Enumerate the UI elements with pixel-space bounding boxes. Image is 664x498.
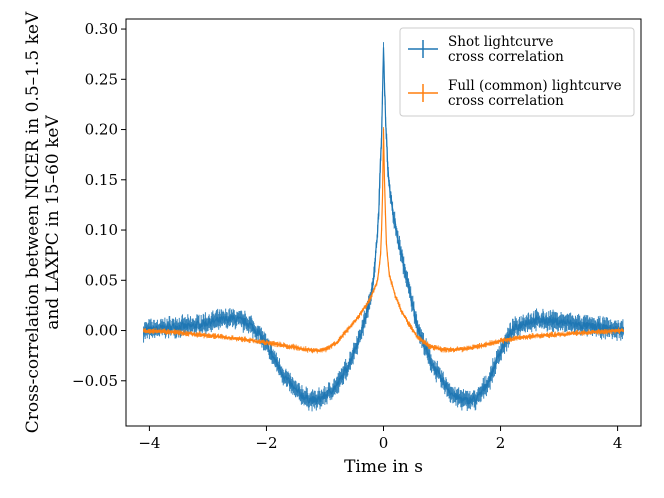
series-1 bbox=[142, 42, 625, 412]
y-axis-label-line-1: Cross-correlation between NICER in 0.5–1… bbox=[23, 11, 43, 433]
x-tick-label: 2 bbox=[496, 434, 506, 452]
x-tick-label: 4 bbox=[613, 434, 623, 452]
legend-label-2-line-2: cross correlation bbox=[448, 93, 564, 109]
y-tick-label: 0.20 bbox=[85, 121, 118, 139]
y-tick-label: 0.10 bbox=[85, 221, 118, 239]
y-tick-label: 0.15 bbox=[85, 171, 118, 189]
y-tick-label: 0.25 bbox=[85, 70, 118, 88]
axes: −4 −2 0 2 4 −0.05 0.00 0.05 0.10 0.15 0.20 0.25 0.30… bbox=[23, 11, 642, 477]
x-tick-label: −2 bbox=[255, 434, 277, 452]
legend-label-2-line-1: Full (common) lightcurve bbox=[448, 78, 622, 94]
x-axis-label: Time in s bbox=[344, 457, 423, 477]
y-tick-label: 0.05 bbox=[85, 271, 118, 289]
y-tick-label: −0.05 bbox=[72, 372, 118, 390]
x-tick-label: −4 bbox=[138, 434, 160, 452]
series-2 bbox=[143, 127, 624, 354]
y-tick-label: 0.00 bbox=[85, 322, 118, 340]
series-2-line bbox=[143, 128, 624, 352]
legend-box bbox=[399, 27, 635, 117]
legend-label-1-line-2: cross correlation bbox=[448, 49, 564, 65]
series-1-line bbox=[142, 47, 625, 405]
y-axis-label-line-2: and LAXPC in 15–60 keV bbox=[43, 115, 63, 330]
x-tick-label: 0 bbox=[379, 434, 389, 452]
legend-label-1-line-1: Shot lightcurve bbox=[448, 34, 554, 50]
y-tick-label: 0.30 bbox=[85, 20, 118, 38]
plot-area bbox=[142, 42, 625, 412]
